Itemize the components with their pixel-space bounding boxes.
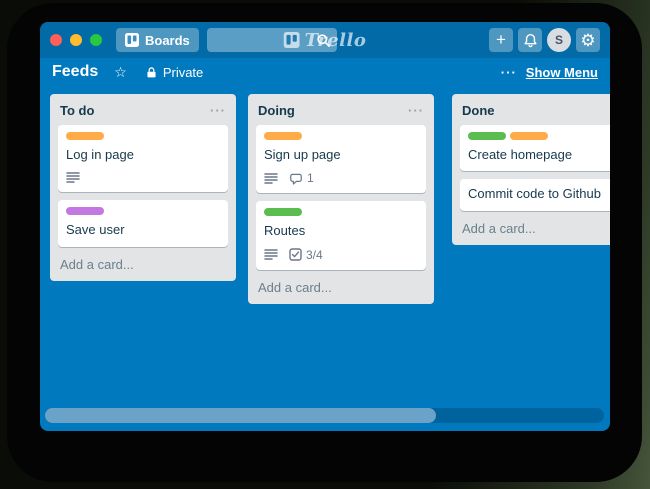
plus-icon: + bbox=[496, 30, 506, 49]
star-icon[interactable]: ☆ bbox=[114, 64, 127, 80]
card-title: Save user bbox=[66, 222, 125, 238]
description-icon bbox=[264, 173, 278, 184]
card-badges bbox=[66, 171, 220, 184]
card-title: Sign up page bbox=[264, 147, 341, 162]
list-header: Done ··· bbox=[460, 102, 610, 125]
zoom-button[interactable] bbox=[90, 34, 102, 46]
description-badge bbox=[66, 171, 80, 184]
card-labels bbox=[66, 207, 220, 216]
window-controls bbox=[50, 34, 102, 46]
board-header: Feeds ☆ Private ··· Show Menu bbox=[40, 58, 610, 86]
gear-icon: ⚙ bbox=[580, 30, 596, 50]
description-icon bbox=[66, 172, 80, 183]
trello-logo[interactable]: Trello bbox=[283, 22, 367, 58]
board-icon bbox=[125, 33, 139, 47]
card-commit-code[interactable]: Commit code to Github bbox=[460, 179, 610, 211]
description-badge bbox=[264, 172, 278, 185]
card-labels bbox=[468, 132, 610, 140]
settings-button[interactable]: ⚙ bbox=[576, 28, 600, 52]
list-menu-ellipsis-icon[interactable]: ··· bbox=[408, 103, 424, 118]
trello-logo-icon bbox=[283, 32, 300, 48]
card-badges: 3/4 bbox=[264, 248, 418, 262]
card-create-homepage[interactable]: Create homepage bbox=[460, 125, 610, 172]
avatar[interactable]: S bbox=[547, 28, 571, 52]
add-card-button[interactable]: Add a card... bbox=[462, 220, 536, 236]
list-header: Doing ··· bbox=[256, 102, 426, 125]
description-badge bbox=[264, 248, 278, 261]
list-header: To do ··· bbox=[58, 102, 228, 125]
boards-button[interactable]: Boards bbox=[116, 28, 199, 52]
list-done: Done ··· Create homepage Commit code to … bbox=[452, 94, 610, 245]
card-labels bbox=[66, 132, 220, 140]
card-label-green bbox=[264, 208, 302, 217]
comment-count: 1 bbox=[307, 171, 314, 186]
card-labels bbox=[264, 208, 418, 217]
board-menu-ellipsis-icon[interactable]: ··· bbox=[500, 64, 517, 80]
list-menu-ellipsis-icon[interactable]: ··· bbox=[210, 103, 226, 118]
lock-icon bbox=[147, 66, 156, 77]
card-label-green bbox=[468, 132, 506, 140]
card-title: Create homepage bbox=[468, 147, 573, 162]
boards-button-label: Boards bbox=[145, 32, 190, 48]
description-icon bbox=[264, 249, 278, 260]
comment-icon bbox=[290, 173, 302, 185]
topbar-actions: + S ⚙ bbox=[489, 28, 600, 52]
card-save-user[interactable]: Save user bbox=[58, 200, 228, 247]
horizontal-scrollbar-track[interactable] bbox=[45, 408, 604, 423]
checklist-icon bbox=[289, 248, 302, 261]
card-labels bbox=[264, 132, 418, 140]
add-card-button[interactable]: Add a card... bbox=[60, 256, 134, 272]
board-canvas: To do ··· Log in page bbox=[40, 86, 610, 304]
visibility-button[interactable]: Private bbox=[145, 65, 203, 80]
show-menu-link[interactable]: Show Menu bbox=[525, 64, 598, 80]
card-label-orange bbox=[66, 132, 104, 140]
card-badges: 1 bbox=[264, 171, 418, 185]
add-card-button[interactable]: Add a card... bbox=[258, 279, 332, 295]
card-routes[interactable]: Routes bbox=[256, 201, 426, 270]
checklist-badge: 3/4 bbox=[289, 248, 323, 262]
board-header-actions: ··· Show Menu bbox=[501, 65, 598, 80]
list-title[interactable]: Done bbox=[462, 103, 495, 118]
card-log-in-page[interactable]: Log in page bbox=[58, 125, 228, 193]
trello-window: Boards Trello + bbox=[40, 22, 610, 431]
board-title[interactable]: Feeds bbox=[52, 63, 99, 80]
card-sign-up-page[interactable]: Sign up page 1 bbox=[256, 125, 426, 194]
search-icon bbox=[317, 33, 330, 47]
minimize-button[interactable] bbox=[70, 34, 82, 46]
app-topbar: Boards Trello + bbox=[40, 22, 610, 58]
checklist-progress: 3/4 bbox=[306, 247, 323, 262]
search-box[interactable] bbox=[206, 28, 337, 52]
card-label-orange bbox=[264, 132, 302, 140]
visibility-label: Private bbox=[162, 64, 204, 80]
card-title: Log in page bbox=[66, 147, 134, 162]
list-title[interactable]: To do bbox=[60, 103, 95, 118]
notifications-button[interactable] bbox=[518, 28, 542, 52]
create-button[interactable]: + bbox=[489, 28, 513, 52]
horizontal-scrollbar-thumb[interactable] bbox=[45, 408, 436, 423]
card-label-orange bbox=[510, 132, 548, 140]
card-title: Commit code to Github bbox=[468, 186, 601, 202]
avatar-initial: S bbox=[554, 33, 563, 47]
bell-icon bbox=[523, 33, 537, 47]
trello-logo-text: Trello bbox=[304, 29, 367, 51]
list-title[interactable]: Doing bbox=[258, 103, 295, 118]
card-label-purple bbox=[66, 207, 104, 216]
close-button[interactable] bbox=[50, 34, 62, 46]
card-title: Routes bbox=[264, 223, 306, 239]
list-doing: Doing ··· Sign up page bbox=[248, 94, 434, 304]
comments-badge: 1 bbox=[289, 171, 314, 185]
list-to-do: To do ··· Log in page bbox=[50, 94, 236, 281]
